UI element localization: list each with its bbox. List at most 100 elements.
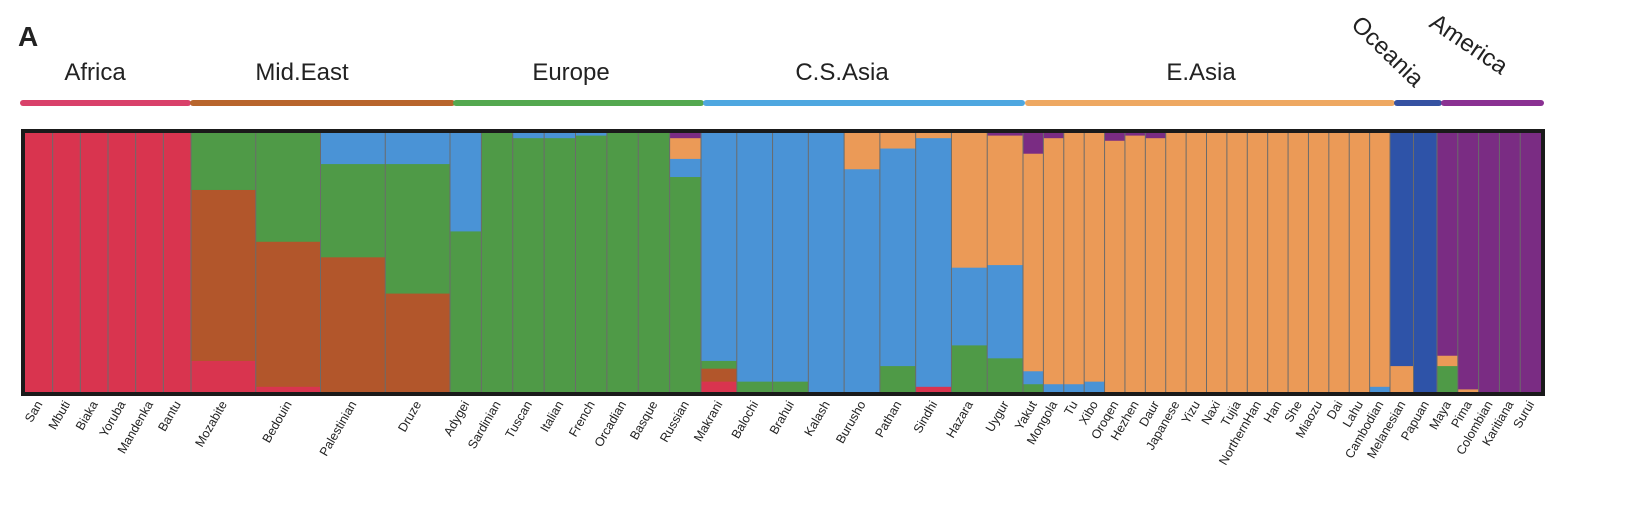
- segment-bedouin-europe: [255, 133, 322, 243]
- segment-orcadian-europe: [606, 133, 639, 393]
- segment-makrani-europe: [701, 360, 738, 370]
- pop-label-surui: Surui: [1510, 399, 1537, 431]
- segment-yakut-easia: [1023, 153, 1044, 372]
- pop-bar-dai: [1328, 133, 1350, 393]
- pop-bar-tujia: [1226, 133, 1248, 393]
- pop-label-san: San: [22, 398, 45, 424]
- pop-bar-tu: [1063, 133, 1085, 393]
- pop-bar-pathan: [879, 133, 917, 393]
- segment-uygur-america: [987, 133, 1024, 137]
- region-label-america: America: [1425, 9, 1514, 81]
- pop-bar-maya: [1436, 133, 1459, 393]
- segment-makrani-mideast: [701, 368, 738, 383]
- segment-she-easia: [1288, 133, 1310, 393]
- pop-bar-hezhen: [1124, 133, 1146, 393]
- pop-bar-italian: [543, 133, 577, 393]
- pop-bar-oroqen: [1104, 133, 1126, 393]
- segment-naxi-easia: [1206, 133, 1228, 393]
- segment-palestinian-csasia: [320, 133, 386, 165]
- pop-label-french: French: [566, 398, 598, 439]
- segment-maya-europe: [1437, 366, 1459, 393]
- pop-bar-sardinian: [480, 133, 514, 393]
- pop-bar-kalash: [807, 133, 845, 393]
- pop-label-han: Han: [1261, 398, 1285, 425]
- pop-bar-cambodian: [1369, 133, 1391, 393]
- segment-tu-easia: [1063, 133, 1085, 385]
- segment-xibo-easia: [1084, 133, 1106, 383]
- population-bars: [25, 133, 1542, 393]
- segment-pathan-easia: [879, 133, 917, 150]
- pop-bar-adygei: [449, 133, 482, 393]
- pop-bar-russian: [669, 133, 702, 393]
- pop-label-italian: Italian: [538, 398, 567, 434]
- region-label-oceania: Oceania: [1346, 11, 1430, 93]
- pop-label-maya: Maya: [1427, 398, 1454, 432]
- pop-label-burusho: Burusho: [833, 398, 868, 445]
- segment-russian-europe: [669, 177, 702, 393]
- pop-bar-burusho: [843, 133, 881, 393]
- segment-han-easia: [1267, 133, 1289, 393]
- segment-russian-easia: [669, 138, 702, 160]
- segment-bedouin-africa: [255, 386, 322, 393]
- pop-label-palestinian: Palestinian: [317, 398, 360, 458]
- segment-mongola-america: [1043, 133, 1065, 139]
- pop-bar-palestinian: [320, 133, 386, 393]
- segment-makrani-csasia: [701, 133, 738, 362]
- pop-bar-brahui: [772, 133, 809, 393]
- segment-yakut-csasia: [1023, 371, 1044, 385]
- pop-bar-northernhan: [1246, 133, 1269, 393]
- pop-label-sindhi: Sindhi: [911, 399, 940, 436]
- pop-bar-miaozu: [1307, 133, 1330, 393]
- segment-palestinian-mideast: [320, 257, 386, 393]
- pop-bar-papuan: [1413, 133, 1438, 393]
- segment-yizu-easia: [1186, 133, 1208, 393]
- pop-bar-xibo: [1083, 133, 1106, 393]
- pop-bar-san: [25, 133, 54, 393]
- segment-colombian-america: [1478, 133, 1500, 393]
- region-label-africa: Africa: [64, 59, 126, 86]
- pop-bar-druze: [384, 133, 451, 393]
- segment-balochi-europe: [736, 381, 774, 393]
- segment-kalash-csasia: [808, 133, 845, 393]
- pop-label-yizu: Yizu: [1179, 398, 1203, 426]
- segment-biaka-africa: [80, 133, 109, 393]
- segment-daur-easia: [1145, 138, 1167, 393]
- pop-label-adygei: Adygei: [441, 399, 472, 439]
- segment-karitiana-america: [1499, 133, 1521, 393]
- pop-bar-makrani: [700, 133, 738, 393]
- segment-uygur-europe: [987, 358, 1024, 393]
- pop-label-mozabite: Mozabite: [193, 398, 231, 449]
- segment-burusho-csasia: [844, 169, 881, 393]
- pop-label-pathan: Pathan: [872, 398, 904, 439]
- segment-pathan-csasia: [879, 148, 917, 367]
- pop-bar-she: [1287, 133, 1310, 393]
- segment-pima-easia: [1457, 389, 1480, 393]
- region-label-mid-east: Mid.East: [255, 59, 349, 86]
- segment-hezhen-america: [1124, 133, 1146, 137]
- segment-hazara-easia: [951, 133, 988, 269]
- pop-bar-uygur: [986, 133, 1024, 393]
- segment-papuan-oceania: [1413, 133, 1438, 393]
- pop-bar-mbuti: [52, 133, 81, 393]
- pop-label-tuscan: Tuscan: [503, 398, 535, 440]
- segment-italian-europe: [544, 138, 577, 393]
- segment-oroqen-america: [1104, 133, 1126, 142]
- segment-northernhan-easia: [1247, 133, 1269, 393]
- pop-bar-han: [1267, 133, 1289, 393]
- region-headers: Africa Mid.East Europe C.S.Asia E.Asia Oceani…: [20, 9, 1544, 106]
- pop-bar-surui: [1519, 133, 1542, 393]
- pop-bar-balochi: [736, 133, 774, 393]
- segment-yakut-europe: [1023, 384, 1044, 393]
- segment-adygei-csasia: [450, 133, 482, 232]
- pop-bar-tuscan: [512, 133, 545, 393]
- pop-bar-melanesian: [1389, 133, 1415, 393]
- segment-sindhi-africa: [915, 386, 953, 393]
- segment-basque-europe: [638, 133, 671, 393]
- segment-mozabite-europe: [191, 133, 257, 191]
- segment-maya-america: [1437, 133, 1459, 357]
- region-label-c-s-asia: C.S.Asia: [795, 59, 889, 86]
- segment-tuscan-europe: [512, 138, 545, 393]
- segment-brahui-europe: [772, 381, 809, 393]
- segment-druze-csasia: [385, 133, 451, 165]
